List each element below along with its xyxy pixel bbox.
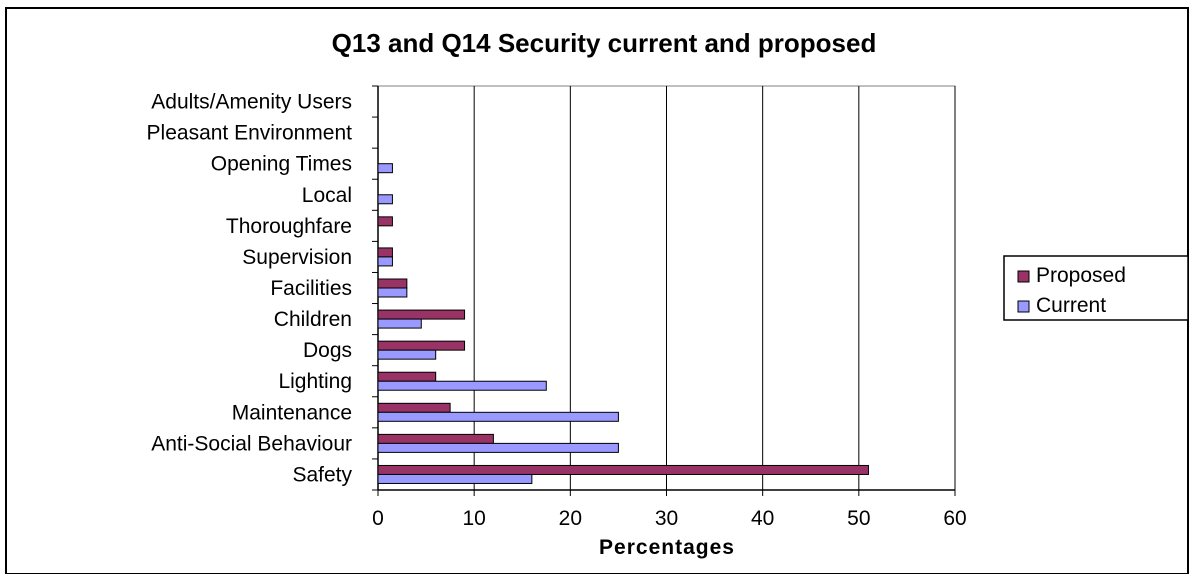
x-tick-label: 30 [655,507,678,530]
category-label: Opening Times [211,153,352,176]
x-tick-label: 10 [462,507,485,530]
bar-proposed [377,402,451,413]
bar-proposed [377,433,494,444]
category-label: Facilities [270,277,352,300]
x-tick-label: 20 [559,507,582,530]
bar-current [377,442,619,453]
bar-current [377,256,393,267]
bar-current [377,380,547,391]
category-label: Maintenance [232,401,352,424]
category-label: Pleasant Environment [147,122,353,145]
plot-area: 0 10 20 30 40 50 60 Adults/Amenity Users Pleasan… [147,85,967,530]
bar-proposed [377,340,466,351]
bar-proposed [377,216,393,227]
legend-swatch [1017,270,1030,283]
x-tick-label: 40 [751,507,774,530]
legend-label: Current [1036,294,1106,317]
category-label: Dogs [303,339,352,362]
bar-current [377,349,437,360]
category-label: Local [302,184,352,207]
x-tick-label: 60 [943,507,966,530]
bar-proposed [377,371,437,382]
category-label: Safety [292,463,352,486]
bar-proposed [377,309,466,320]
bar-current [377,194,393,205]
bar-current [377,287,408,298]
x-axis-label: Percentages [599,536,735,559]
category-label: Lighting [278,370,352,393]
bar-proposed [377,247,393,258]
category-label: Supervision [242,246,352,269]
chart-title: Q13 and Q14 Security current and propose… [332,28,877,58]
bar-current [377,411,619,422]
bar-current [377,473,533,484]
legend-swatch [1017,300,1030,313]
category-label: Adults/Amenity Users [151,91,352,114]
category-label: Children [274,308,352,331]
x-tick-label: 0 [372,507,384,530]
category-label: Thoroughfare [226,215,352,238]
legend-box [1003,255,1189,321]
bar-current [377,163,393,174]
bar-current [377,318,422,329]
x-tick-label: 50 [847,507,870,530]
category-label: Anti-Social Behaviour [151,432,352,455]
legend-label: Proposed [1036,264,1126,287]
bar-proposed [377,464,869,475]
bar-proposed [377,278,408,289]
legend: Proposed Current [1003,255,1189,321]
